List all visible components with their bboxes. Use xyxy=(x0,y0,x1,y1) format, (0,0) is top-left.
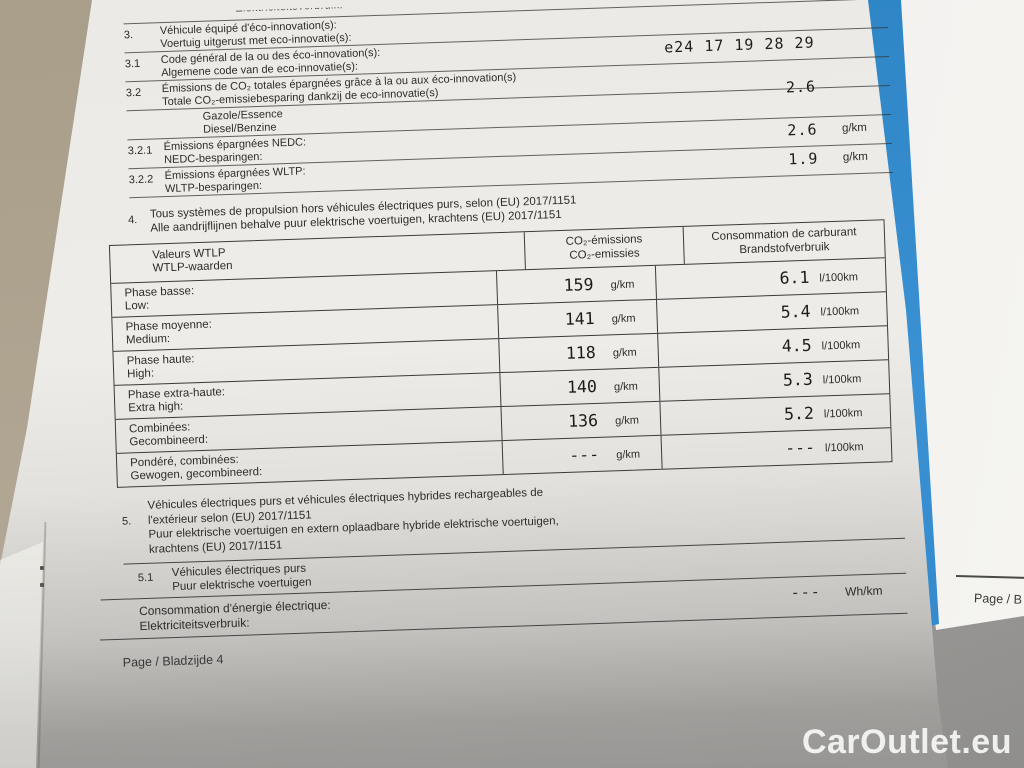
fuel-unit: l/100km xyxy=(819,271,859,285)
header-lines: Consommation de carburant Brandstofverbr… xyxy=(684,225,885,259)
co2-cell: 118 g/km xyxy=(498,333,659,373)
co2-value: 141 xyxy=(564,308,595,329)
co2-value: 159 xyxy=(563,274,594,295)
wltp-values-table: Valeurs WTLP WTLP-waarden CO₂-émissions … xyxy=(108,219,893,488)
eco-innovation-code-value: e24 17 19 28 29 xyxy=(663,33,815,57)
certificate-page-content: Elektriciteitsverbruik: 3. Véhicule équi… xyxy=(95,0,908,675)
item-number: 3.2.2 xyxy=(128,173,154,187)
co2-cell: 159 g/km xyxy=(495,265,656,305)
co2-value: --- xyxy=(568,444,600,465)
fuel-value: 5.2 xyxy=(783,403,815,424)
item-unit: g/km xyxy=(841,121,868,135)
co2-cell: 140 g/km xyxy=(499,367,660,407)
co2-unit: g/km xyxy=(613,380,639,394)
fuel-unit: l/100km xyxy=(823,407,863,421)
co2-cell: --- g/km xyxy=(501,435,662,475)
eco-innovation-section: Elektriciteitsverbruik: 3. Véhicule équi… xyxy=(123,0,893,199)
fuel-unit: l/100km xyxy=(821,339,861,353)
fuel-unit: l/100km xyxy=(824,441,864,455)
item-number: 3.2.1 xyxy=(127,144,153,158)
co2-cell: 141 g/km xyxy=(497,299,658,339)
wltp-savings-value: 1.9 xyxy=(788,149,819,169)
co2-unit: g/km xyxy=(614,414,640,428)
energy-consumption-unit: Wh/km xyxy=(844,583,883,599)
co2-unit: g/km xyxy=(610,278,635,292)
item-unit xyxy=(816,87,890,94)
co2-value: 136 xyxy=(567,410,599,431)
header-co2-emissions: CO₂-émissions CO₂-emissies xyxy=(523,226,684,270)
item-number: 4. xyxy=(127,214,138,227)
caroutlet-watermark: CarOutlet.eu xyxy=(801,723,1012,761)
next-page-footer: Page / B xyxy=(973,591,1023,607)
header-fuel-consumption: Consommation de carburant Brandstofverbr… xyxy=(682,220,885,264)
nedc-savings-value: 2.6 xyxy=(787,120,818,140)
fuel-value: 6.1 xyxy=(779,267,810,288)
item-unit: g/km xyxy=(842,150,869,164)
header-lines: CO₂-émissions CO₂-emissies xyxy=(525,232,684,264)
item-unit xyxy=(814,29,888,36)
item-unit xyxy=(813,0,887,7)
co2-unit: g/km xyxy=(616,448,641,462)
paper-mark xyxy=(40,583,44,587)
item-number: 3.2 xyxy=(125,86,142,100)
energy-consumption-value: --- xyxy=(790,582,822,602)
fuel-value: --- xyxy=(784,437,816,458)
section-4-text: Tous systèmes de propulsion hors véhicul… xyxy=(150,193,577,235)
item-number xyxy=(127,111,163,116)
fuel-cell: --- l/100km xyxy=(660,428,892,469)
section-5-text: Véhicules électriques purs et véhicules … xyxy=(147,485,559,557)
item-unit xyxy=(815,58,889,65)
paper-mark xyxy=(40,566,44,570)
co2-unit: g/km xyxy=(612,346,637,360)
item-number: 5. xyxy=(121,515,132,528)
fuel-value: 5.3 xyxy=(782,369,814,390)
fuel-value: 4.5 xyxy=(781,335,812,356)
item-number: 3.1 xyxy=(124,57,141,71)
item-number: 5.1 xyxy=(137,571,154,585)
co2-unit: g/km xyxy=(611,312,636,326)
fuel-unit: l/100km xyxy=(822,373,862,387)
fuel-value: 5.4 xyxy=(780,301,811,322)
co2-cell: 136 g/km xyxy=(500,401,661,441)
item-number: 3. xyxy=(123,29,134,42)
co2-value: 140 xyxy=(566,376,598,397)
fuel-unit: l/100km xyxy=(820,305,860,319)
co2-value: 118 xyxy=(565,342,597,363)
